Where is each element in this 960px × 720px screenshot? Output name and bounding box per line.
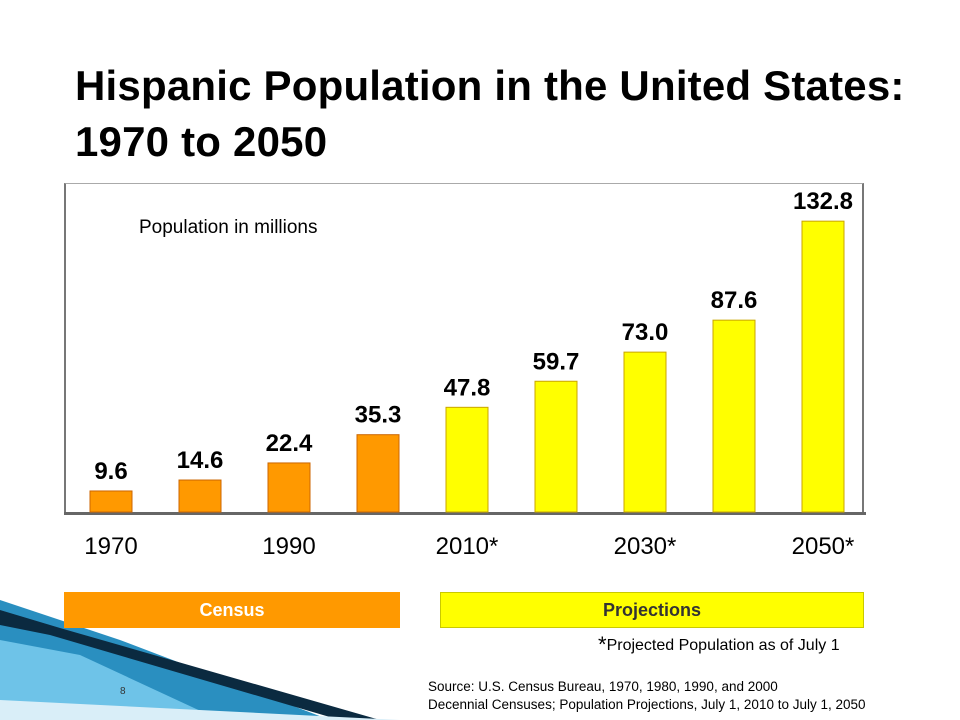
data-label-1970: 9.6 (94, 458, 127, 485)
bar-2020 (534, 380, 578, 513)
bar-2050 (801, 220, 845, 513)
projection-footnote: *Projected Population as of July 1 (598, 632, 840, 658)
data-label-2010: 47.8 (444, 374, 491, 401)
x-tick-1990: 1990 (262, 533, 315, 560)
legend-projections: Projections (440, 592, 864, 628)
x-tick-2050: 2050* (792, 533, 855, 560)
bar-1980 (178, 479, 222, 513)
bar-2010 (445, 406, 489, 513)
bar-2040 (712, 319, 756, 513)
bar-2030 (623, 351, 667, 513)
y-axis-label: Population in millions (139, 217, 318, 238)
chart-plot-area (64, 183, 864, 513)
x-axis-baseline (64, 512, 866, 515)
bar-1970 (89, 490, 133, 513)
footnote-star: * (598, 632, 607, 657)
data-label-1980: 14.6 (177, 447, 224, 474)
source-citation: Source: U.S. Census Bureau, 1970, 1980, … (428, 678, 866, 714)
x-tick-2030: 2030* (614, 533, 677, 560)
slide-title: Hispanic Population in the United States… (75, 62, 905, 165)
source-line-1: Source: U.S. Census Bureau, 1970, 1980, … (428, 679, 778, 694)
data-label-2020: 59.7 (533, 348, 580, 375)
data-label-2030: 73.0 (622, 319, 669, 346)
bar-1990 (267, 462, 311, 513)
x-tick-1970: 1970 (84, 533, 137, 560)
data-label-2040: 87.6 (711, 287, 758, 314)
bar-2000 (356, 434, 400, 513)
data-label-1990: 22.4 (266, 430, 313, 457)
data-label-2050: 132.8 (793, 188, 853, 215)
footnote-text: Projected Population as of July 1 (606, 637, 840, 654)
data-label-2000: 35.3 (355, 402, 402, 429)
source-line-2: Decennial Censuses; Population Projectio… (428, 697, 866, 712)
legend-census: Census (64, 592, 400, 628)
x-tick-2010: 2010* (436, 533, 499, 560)
page-number: 8 (120, 686, 126, 697)
